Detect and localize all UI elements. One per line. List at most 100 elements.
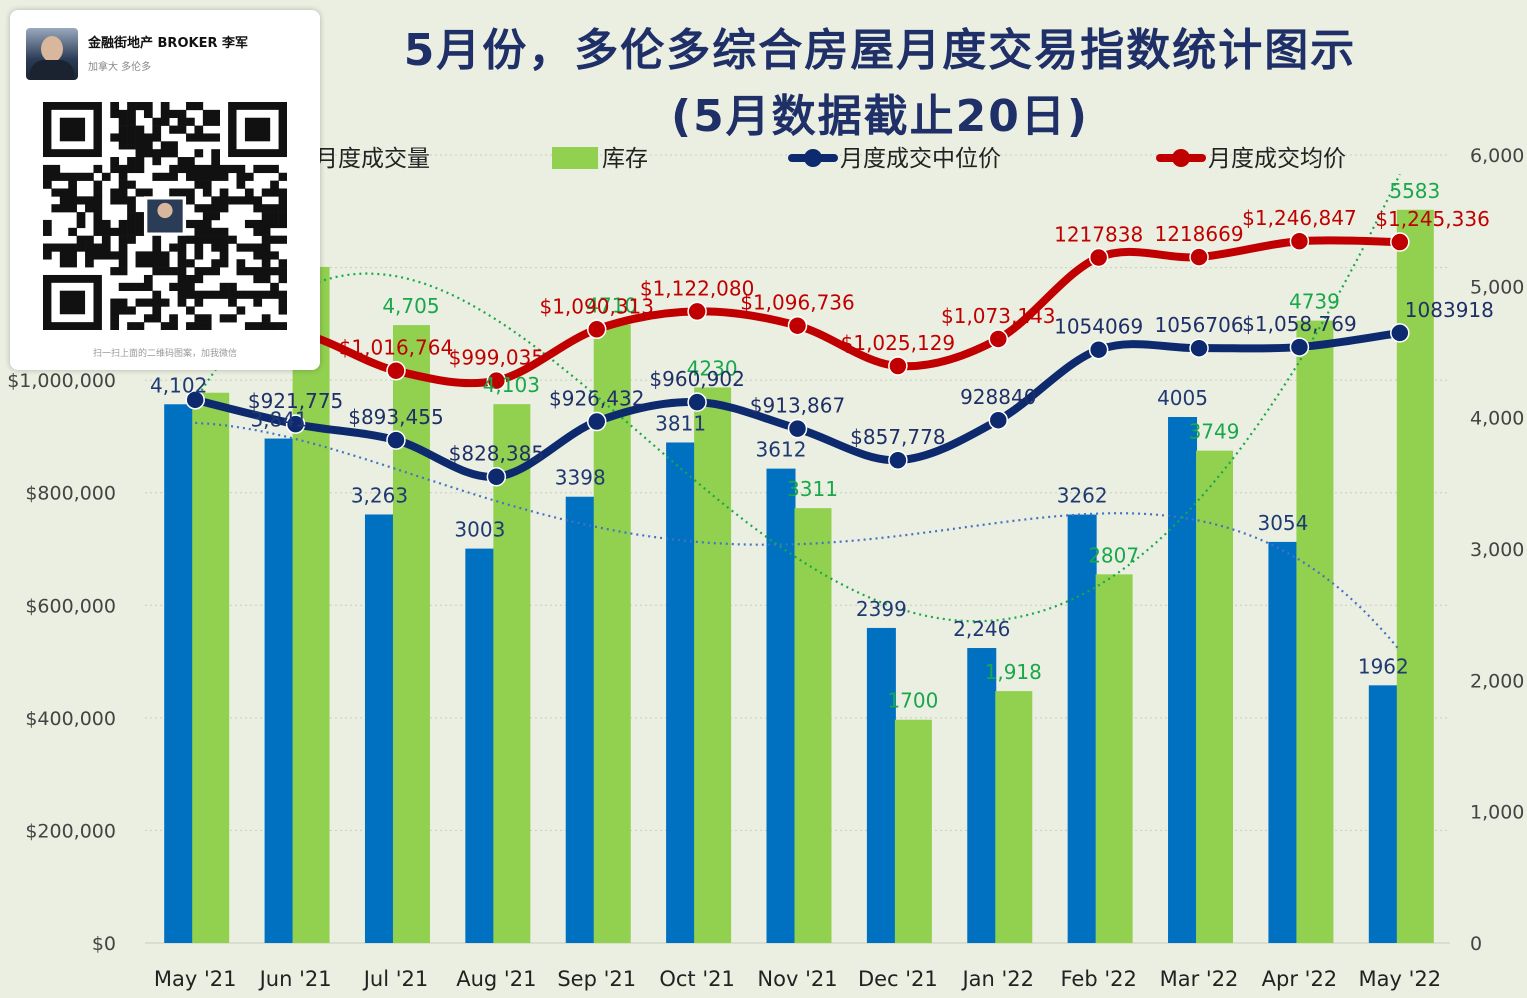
bar-sales <box>164 404 194 944</box>
right-axis-tick-label: 2,000 <box>1470 670 1524 692</box>
data-label-median: $828,385 <box>449 442 544 466</box>
data-label-average: $1,246,847 <box>1242 206 1357 230</box>
point-median <box>988 410 1009 430</box>
chart-subtitle: (5月数据截止20日) <box>670 91 1090 142</box>
point-median <box>1088 339 1109 360</box>
bar-sales <box>565 496 595 943</box>
data-label-median: $857,778 <box>850 425 945 449</box>
data-label-average: $1,122,080 <box>640 276 755 300</box>
left-axis-tick-label: $0 <box>92 933 116 955</box>
point-median <box>888 450 908 470</box>
x-axis-tick-label: Jun '21 <box>258 967 332 991</box>
legend-median: 月度成交中位价 <box>840 146 1001 172</box>
qr-code-icon <box>43 102 287 330</box>
data-label-inventory: 4710 <box>586 293 637 317</box>
data-label-median: 1083918 <box>1405 298 1494 322</box>
bar-inventory <box>392 325 430 943</box>
bar-inventory <box>894 719 932 943</box>
data-label-inventory: 2807 <box>1088 543 1139 567</box>
data-label-inventory: 1700 <box>887 689 938 713</box>
point-average <box>586 319 607 340</box>
data-label-sales: 3003 <box>454 518 505 542</box>
trendline-sales <box>195 421 1401 652</box>
data-label-inventory: 4,705 <box>382 294 439 318</box>
point-median <box>1189 338 1209 358</box>
x-axis-tick-label: Oct '21 <box>659 967 734 991</box>
left-axis-tick-label: $800,000 <box>25 483 116 505</box>
data-label-average: $1,245,336 <box>1375 207 1490 231</box>
data-label-median: $893,455 <box>348 405 443 429</box>
data-label-sales: 3,263 <box>351 483 408 507</box>
legend-sales: 月度成交量 <box>315 146 430 172</box>
point-median <box>285 414 306 434</box>
bar-inventory <box>1196 450 1234 943</box>
data-label-sales: 3262 <box>1057 484 1108 508</box>
bar-sales <box>465 548 495 943</box>
x-axis-tick-label: Jan '22 <box>960 967 1034 991</box>
data-label-inventory: 3311 <box>787 477 838 501</box>
legend-average: 月度成交均价 <box>1208 146 1346 172</box>
x-axis-tick-label: Jul '21 <box>362 967 429 991</box>
data-label-sales: 2,246 <box>953 617 1010 641</box>
point-average <box>1289 231 1310 251</box>
x-axis-tick-label: Mar '22 <box>1160 967 1239 991</box>
left-axis-tick-label: $1,000,000 <box>7 370 116 392</box>
data-label-median: $1,058,769 <box>1242 312 1357 336</box>
bar-inventory <box>1296 320 1334 943</box>
x-axis-tick-label: Feb '22 <box>1060 967 1136 991</box>
right-axis-tick-label: 4,000 <box>1470 408 1524 430</box>
x-axis-tick-label: May '21 <box>154 967 237 991</box>
bar-inventory <box>1095 574 1133 943</box>
bar-sales <box>967 648 997 943</box>
bar-inventory <box>493 404 531 943</box>
bar-sales <box>264 438 294 943</box>
point-median <box>185 390 205 410</box>
point-average <box>386 360 406 381</box>
data-label-sales: 3054 <box>1257 511 1308 535</box>
data-label-median: $921,775 <box>248 389 343 413</box>
data-label-average: $1,016,764 <box>339 336 454 360</box>
bar-sales <box>1067 514 1097 943</box>
right-axis-tick-label: 0 <box>1470 933 1482 955</box>
data-label-inventory: 1,918 <box>985 660 1042 684</box>
point-median <box>386 430 406 450</box>
x-axis-tick-label: Apr '22 <box>1262 967 1338 991</box>
x-axis-tick-label: Aug '21 <box>456 967 536 991</box>
data-label-sales: 2399 <box>856 597 907 621</box>
right-axis-tick-label: 5,000 <box>1470 276 1524 298</box>
point-average <box>1390 232 1410 252</box>
data-label-sales: 3612 <box>756 438 807 462</box>
legend-median-marker <box>804 149 822 167</box>
data-label-sales: 4005 <box>1157 386 1208 410</box>
data-label-average: $1,096,736 <box>740 291 855 315</box>
data-label-average: $1,025,129 <box>841 331 956 355</box>
point-median <box>1289 337 1310 357</box>
right-axis-tick-label: 1,000 <box>1470 802 1524 824</box>
left-axis-tick-label: $200,000 <box>25 820 116 842</box>
point-median <box>486 466 507 487</box>
data-label-inventory: 4739 <box>1289 290 1340 314</box>
point-average <box>1088 247 1109 268</box>
data-label-inventory: 4230 <box>687 356 738 380</box>
bar-sales <box>1268 541 1298 943</box>
bar-inventory <box>995 691 1033 943</box>
bar-sales <box>866 627 896 943</box>
data-label-median: $913,867 <box>750 394 845 418</box>
avatar <box>26 28 78 80</box>
bar-sales <box>1168 417 1198 943</box>
wechat-card: 金融街地产 BROKER 李军 加拿大 多伦多 扫一扫上面的二维码图案，加我微信 <box>10 10 320 370</box>
data-label-sales: 3398 <box>555 466 606 490</box>
bar-sales <box>1368 685 1398 943</box>
chart-title: 5月份，多伦多综合房屋月度交易指数统计图示 <box>403 25 1357 76</box>
point-average <box>888 356 908 376</box>
point-average <box>486 370 507 391</box>
data-label-average: $1,073,143 <box>941 304 1056 328</box>
point-median <box>1390 323 1410 343</box>
data-label-sales: 1962 <box>1358 654 1409 678</box>
right-axis-tick-label: 6,000 <box>1470 145 1524 167</box>
left-axis-tick-label: $600,000 <box>25 595 116 617</box>
legend-average-marker <box>1172 149 1190 167</box>
bar-inventory <box>292 266 330 943</box>
